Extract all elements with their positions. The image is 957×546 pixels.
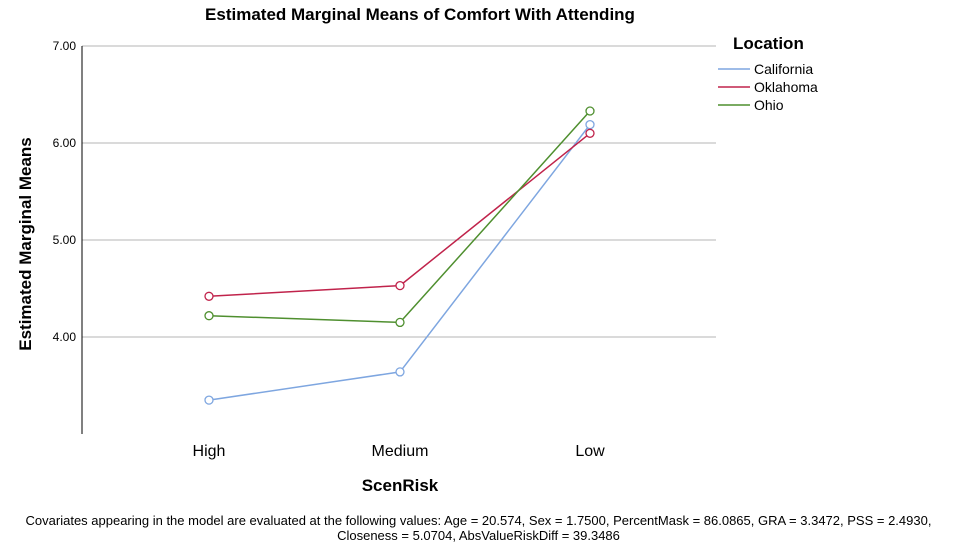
series-line-oklahoma: [208, 132, 591, 298]
y-tick-label: 6.00: [53, 136, 77, 150]
point-california-low: [585, 119, 595, 130]
legend: Location California Oklahoma Ohio: [718, 34, 818, 113]
point-oklahoma-low: [585, 128, 595, 138]
covariates-footnote: Covariates appearing in the model are ev…: [25, 513, 932, 543]
point-oklahoma-medium: [395, 280, 405, 291]
y-axis-title: Estimated Marginal Means: [16, 137, 35, 351]
y-tick-label: 4.00: [53, 330, 77, 344]
point-ohio-high: [204, 311, 214, 321]
series-line-california: [208, 124, 591, 401]
series-lines: [204, 106, 595, 405]
chart-title: Estimated Marginal Means of Comfort With…: [205, 5, 635, 24]
gridlines: [82, 45, 716, 338]
point-california-medium: [395, 367, 405, 377]
series-california: [204, 119, 595, 405]
point-ohio-medium: [395, 317, 405, 328]
x-tick-label-medium: Medium: [372, 443, 429, 460]
legend-label-california: California: [754, 61, 813, 77]
x-tick-label-low: Low: [575, 443, 605, 460]
y-tick-label: 7.00: [53, 39, 77, 53]
x-tick-label-high: High: [193, 443, 226, 460]
legend-title: Location: [733, 34, 804, 53]
point-oklahoma-high: [204, 291, 214, 301]
point-california-high: [204, 395, 214, 405]
line-chart: Estimated Marginal Means of Comfort With…: [16, 5, 818, 495]
x-tick-labels: High Medium Low: [193, 443, 606, 460]
legend-label-oklahoma: Oklahoma: [754, 79, 818, 95]
y-tick-label: 5.00: [53, 233, 77, 247]
y-tick-labels: 4.00 5.00 6.00 7.00: [53, 39, 77, 344]
series-oklahoma: [204, 128, 595, 301]
point-ohio-low: [585, 106, 595, 116]
x-axis-title: ScenRisk: [362, 476, 439, 495]
legend-label-ohio: Ohio: [754, 97, 784, 113]
series-ohio: [204, 106, 595, 328]
